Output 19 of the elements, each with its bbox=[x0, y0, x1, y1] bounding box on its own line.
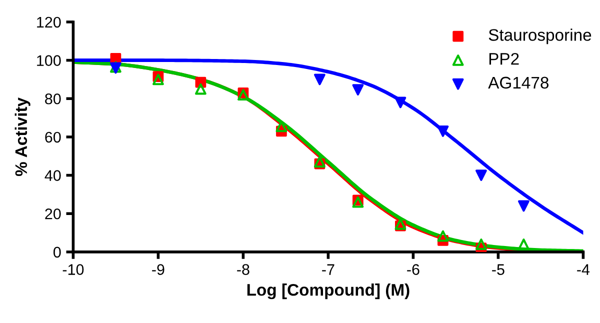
x-tick-label: -6 bbox=[407, 264, 420, 275]
legend-label: AG1478 bbox=[488, 76, 549, 89]
x-tick-label: -10 bbox=[62, 264, 84, 275]
x-axis-title: Log [Compound] (M) bbox=[247, 284, 410, 300]
y-axis-title: % Activity bbox=[14, 98, 30, 176]
legend-label: Staurosporine bbox=[488, 28, 592, 44]
y-tick-label: 100 bbox=[37, 55, 61, 66]
x-tick-label: -4 bbox=[577, 264, 590, 275]
x-tick-label: -5 bbox=[492, 264, 504, 275]
y-tick-label: 60 bbox=[45, 132, 61, 143]
y-tick-label: 40 bbox=[44, 170, 61, 181]
x-tick-label: -7 bbox=[322, 264, 334, 275]
y-tick-label: 80 bbox=[45, 93, 61, 104]
x-tick-label: -9 bbox=[152, 264, 164, 275]
x-tick-label: -8 bbox=[237, 264, 250, 275]
y-tick-label: 20 bbox=[45, 208, 61, 220]
legend-label: PP2 bbox=[489, 52, 519, 65]
y-tick-label: 120 bbox=[37, 16, 61, 28]
y-tick-label: 0 bbox=[53, 246, 61, 258]
